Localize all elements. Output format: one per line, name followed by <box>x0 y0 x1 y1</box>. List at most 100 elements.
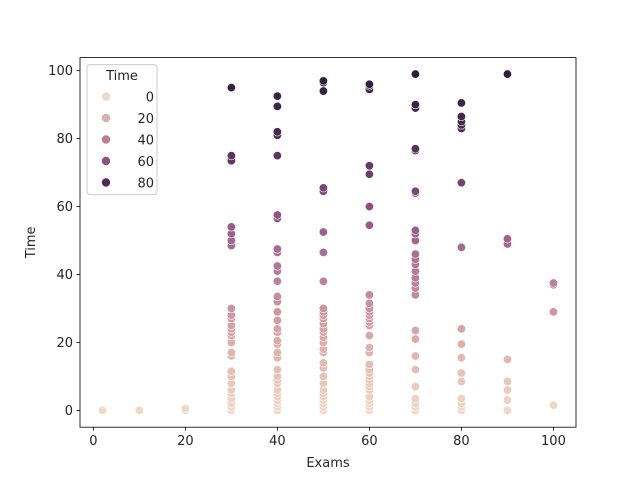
data-point <box>456 98 466 108</box>
data-point <box>364 298 374 308</box>
data-point <box>548 278 558 288</box>
legend-label: 40 <box>137 134 154 149</box>
legend: Time 0 20 40 60 80 <box>86 64 158 196</box>
x-tick-label: 80 <box>453 434 470 449</box>
data-point <box>272 244 282 254</box>
data-point <box>318 371 328 381</box>
data-point <box>318 358 328 368</box>
data-point <box>318 183 328 193</box>
data-point <box>502 405 512 415</box>
x-tick-label: 40 <box>269 434 286 449</box>
y-tick-label: 80 <box>56 132 73 147</box>
points-layer <box>98 69 558 415</box>
data-point <box>318 86 328 96</box>
data-point <box>226 151 236 161</box>
data-point <box>272 307 282 317</box>
y-tick-label: 0 <box>65 404 73 419</box>
legend-label: 80 <box>137 177 154 192</box>
data-point <box>98 405 108 415</box>
data-point <box>272 336 282 346</box>
data-point <box>226 303 236 313</box>
data-point <box>456 339 466 349</box>
data-point <box>226 348 236 358</box>
data-point <box>410 351 420 361</box>
data-point <box>272 292 282 302</box>
data-point <box>364 79 374 89</box>
data-point <box>364 220 374 230</box>
y-tick-label: 40 <box>56 268 73 283</box>
data-point <box>364 202 374 212</box>
data-point <box>502 377 512 387</box>
data-point <box>226 83 236 93</box>
data-point <box>410 249 420 259</box>
data-point <box>410 100 420 110</box>
legend-marker <box>101 177 111 188</box>
data-point <box>226 222 236 232</box>
x-tick-label: 60 <box>361 434 378 449</box>
data-point <box>318 247 328 257</box>
legend-label: 60 <box>137 155 154 170</box>
legend-box <box>86 64 158 196</box>
data-point <box>456 112 466 122</box>
data-point <box>548 400 558 410</box>
data-point <box>364 331 374 341</box>
data-point <box>272 91 282 101</box>
data-point <box>456 353 466 363</box>
legend-marker <box>101 91 111 102</box>
data-point <box>364 343 374 353</box>
data-point <box>134 405 144 415</box>
data-point <box>272 348 282 358</box>
data-point <box>272 261 282 271</box>
data-point <box>456 242 466 252</box>
data-point <box>272 365 282 375</box>
legend-title: Time <box>105 69 138 84</box>
x-tick-label: 20 <box>177 434 194 449</box>
data-point <box>456 377 466 387</box>
data-point <box>180 404 190 414</box>
data-point <box>318 303 328 313</box>
data-point <box>548 307 558 317</box>
data-point <box>364 169 374 179</box>
data-point <box>456 393 466 403</box>
y-axis-label: Time <box>24 226 39 259</box>
data-point <box>410 393 420 403</box>
data-point <box>456 368 466 378</box>
data-point <box>410 186 420 196</box>
data-point <box>272 315 282 325</box>
data-point <box>410 69 420 79</box>
legend-entries: 0 20 40 60 80 <box>101 91 154 192</box>
plot-frame <box>79 57 577 428</box>
data-point <box>456 178 466 188</box>
y-axis-ticks: 0 20 40 60 80 100 <box>48 64 80 419</box>
data-point <box>410 326 420 336</box>
data-point <box>410 225 420 235</box>
legend-label: 20 <box>137 112 154 127</box>
legend-marker <box>101 134 111 145</box>
data-point <box>272 101 282 111</box>
data-point <box>410 382 420 392</box>
data-point <box>364 360 374 370</box>
data-point <box>272 151 282 161</box>
data-point <box>502 69 512 79</box>
data-point <box>502 234 512 244</box>
data-point <box>272 324 282 334</box>
data-point <box>318 276 328 286</box>
y-tick-label: 100 <box>48 64 73 79</box>
data-point <box>272 127 282 137</box>
data-point <box>410 365 420 375</box>
data-point <box>318 76 328 86</box>
y-tick-label: 20 <box>56 336 73 351</box>
data-point <box>364 290 374 300</box>
data-point <box>318 227 328 237</box>
x-axis-ticks: 0 20 40 60 80 100 <box>89 427 566 449</box>
legend-marker <box>101 156 111 166</box>
legend-marker <box>101 113 111 123</box>
x-tick-label: 100 <box>541 434 566 449</box>
data-point <box>502 385 512 395</box>
data-point <box>502 395 512 405</box>
data-point <box>272 276 282 286</box>
data-point <box>502 354 512 364</box>
data-point <box>456 324 466 334</box>
